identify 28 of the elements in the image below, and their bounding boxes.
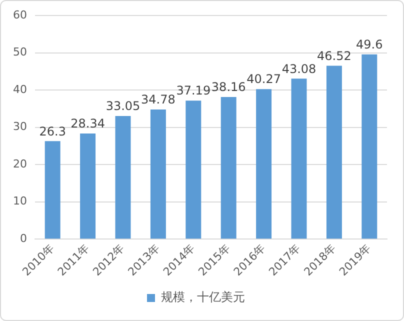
data-label: 26.3 <box>39 124 66 138</box>
data-label: 34.78 <box>141 92 176 107</box>
bar <box>326 66 342 239</box>
bar <box>220 96 236 239</box>
bar <box>80 134 96 239</box>
data-label: 28.34 <box>70 116 105 131</box>
bar <box>44 141 60 239</box>
bar <box>291 78 307 239</box>
data-label: 38.16 <box>211 80 246 94</box>
data-label: 37.19 <box>176 84 211 98</box>
data-label: 43.08 <box>282 62 316 76</box>
legend-label: 规模，十亿美元 <box>161 290 245 304</box>
bar <box>256 89 272 239</box>
bar <box>115 116 131 239</box>
y-tick-label: 50 <box>12 46 27 59</box>
y-tick-label: 10 <box>12 194 27 208</box>
y-tick-label: 30 <box>12 120 27 134</box>
y-tick-label: 0 <box>20 232 27 245</box>
bar <box>186 100 202 239</box>
y-tick-label: 60 <box>12 8 27 22</box>
data-label: 46.52 <box>317 48 352 63</box>
data-label: 40.27 <box>246 72 281 86</box>
bar <box>150 110 166 239</box>
y-tick-label: 20 <box>12 157 27 170</box>
y-tick-label: 40 <box>12 82 27 96</box>
bar <box>362 54 378 239</box>
data-label: 49.6 <box>356 37 383 52</box>
data-label: 33.05 <box>106 99 140 114</box>
